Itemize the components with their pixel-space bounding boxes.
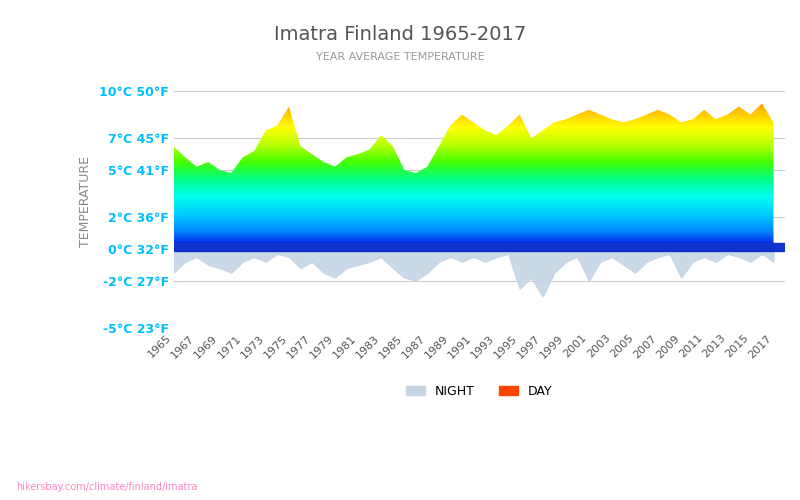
Bar: [174, 244, 785, 252]
Text: hikersbay.com/climate/finland/imatra: hikersbay.com/climate/finland/imatra: [16, 482, 198, 492]
Y-axis label: TEMPERATURE: TEMPERATURE: [79, 156, 92, 247]
Text: YEAR AVERAGE TEMPERATURE: YEAR AVERAGE TEMPERATURE: [316, 52, 484, 62]
Legend: NIGHT, DAY: NIGHT, DAY: [401, 380, 558, 403]
Text: Imatra Finland 1965-2017: Imatra Finland 1965-2017: [274, 25, 526, 44]
